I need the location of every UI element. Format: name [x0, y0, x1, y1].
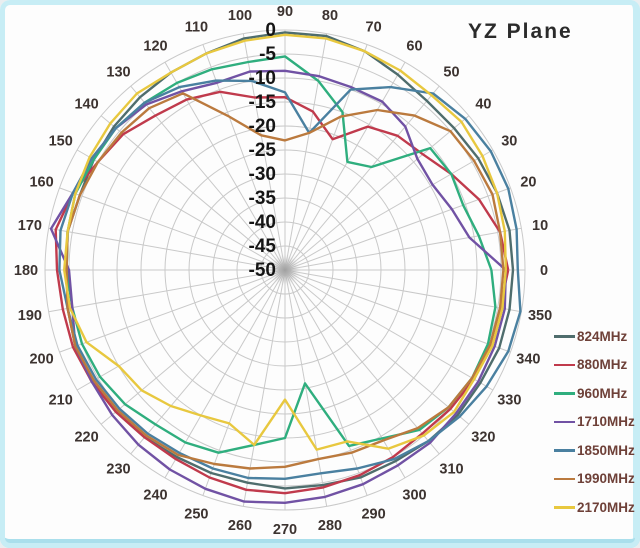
angle-tick-label: 90: [277, 4, 293, 20]
angle-tick-label: 200: [29, 352, 53, 368]
legend-line-swatch: [554, 363, 575, 366]
legend-label: 880MHz: [577, 357, 628, 373]
legend-label: 1990MHz: [577, 471, 635, 487]
legend-item-960mhz: 960MHz: [554, 379, 635, 408]
legend-label: 824MHz: [577, 328, 628, 344]
angle-tick-label: 220: [74, 430, 98, 446]
angle-tick-label: 310: [439, 461, 463, 477]
legend-item-1990mhz: 1990MHz: [554, 465, 635, 494]
legend-line-swatch: [554, 335, 575, 338]
legend-line-swatch: [554, 449, 575, 452]
angle-tick-label: 240: [143, 487, 167, 503]
angle-tick-label: 30: [501, 134, 517, 150]
series-line-1850mhz: [58, 79, 522, 480]
angle-tick-label: 10: [532, 218, 548, 234]
legend: 824MHz 880MHz 960MHz 1710MHz 1850MHz 199…: [554, 322, 635, 522]
angle-tick-label: 290: [361, 506, 385, 522]
legend-line-swatch: [554, 477, 575, 480]
angle-tick-label: 170: [18, 218, 42, 234]
angle-tick-label: 60: [406, 39, 422, 55]
angle-tick-label: 40: [475, 97, 491, 113]
angle-tick-label: 80: [322, 8, 338, 24]
legend-label: 960MHz: [577, 385, 628, 401]
angle-tick-label: 210: [49, 393, 73, 409]
angle-tick-label: 230: [106, 461, 130, 477]
angle-tick-label: 350: [528, 308, 552, 324]
radial-tick-label: 0: [265, 20, 276, 41]
legend-line-swatch: [554, 506, 575, 509]
legend-item-824mhz: 824MHz: [554, 322, 635, 351]
angle-tick-label: 180: [14, 263, 38, 279]
angle-tick-label: 270: [273, 522, 297, 538]
legend-item-880mhz: 880MHz: [554, 351, 635, 380]
radial-tick-label: -30: [249, 164, 276, 185]
legend-item-1850mhz: 1850MHz: [554, 436, 635, 465]
angle-tick-label: 150: [49, 134, 73, 150]
legend-item-2170mhz: 2170MHz: [554, 493, 635, 522]
series-line-1990mhz: [65, 92, 505, 470]
angle-tick-label: 130: [106, 65, 130, 81]
chart-title: YZ Plane: [468, 20, 573, 43]
angle-tick-label: 20: [520, 174, 536, 190]
center-smudge: [267, 252, 303, 288]
radial-tick-label: -15: [249, 92, 277, 113]
series-line-2170mhz: [62, 33, 507, 451]
legend-item-1710mhz: 1710MHz: [554, 408, 635, 437]
angle-tick-label: 330: [497, 393, 521, 409]
radial-tick-label: -35: [249, 188, 277, 209]
angle-tick-label: 280: [318, 518, 342, 534]
angle-tick-label: 260: [228, 518, 252, 534]
legend-label: 1850MHz: [577, 442, 635, 458]
legend-line-swatch: [554, 392, 575, 395]
series-line-880mhz: [54, 90, 510, 495]
radial-tick-label: -50: [249, 260, 276, 281]
angle-tick-label: 250: [184, 506, 208, 522]
angle-tick-label: 110: [185, 20, 208, 36]
angle-tick-label: 70: [366, 20, 382, 36]
radial-tick-labels: 0 -5 -10 -15 -20 -25 -30 -35 -40 -45 -50: [249, 20, 277, 281]
radial-tick-label: -25: [249, 140, 277, 161]
angle-tick-label: 120: [143, 39, 167, 55]
series-line-1710mhz: [49, 69, 507, 504]
radial-tick-label: -20: [249, 116, 276, 137]
radial-tick-label: -10: [249, 68, 276, 89]
angle-tick-label: 100: [228, 8, 252, 24]
angle-tick-label: 0: [540, 263, 548, 279]
angle-tick-label: 50: [443, 65, 459, 81]
angle-tick-label: 160: [29, 174, 53, 190]
radial-tick-label: -45: [249, 236, 277, 257]
legend-line-swatch: [554, 420, 575, 423]
angle-tick-label: 340: [516, 352, 540, 368]
radial-tick-label: -5: [259, 44, 276, 65]
legend-label: 2170MHz: [577, 499, 635, 515]
radial-tick-label: -40: [249, 212, 276, 233]
legend-label: 1710MHz: [577, 414, 635, 430]
angle-tick-label: 140: [74, 97, 98, 113]
angle-tick-labels: 0 10 20 30 40 50 60 70 80 90 100 110 120 130 140 150 160…: [14, 4, 552, 538]
angle-tick-label: 320: [471, 430, 495, 446]
angle-tick-label: 190: [18, 308, 42, 324]
angle-tick-label: 300: [402, 487, 426, 503]
